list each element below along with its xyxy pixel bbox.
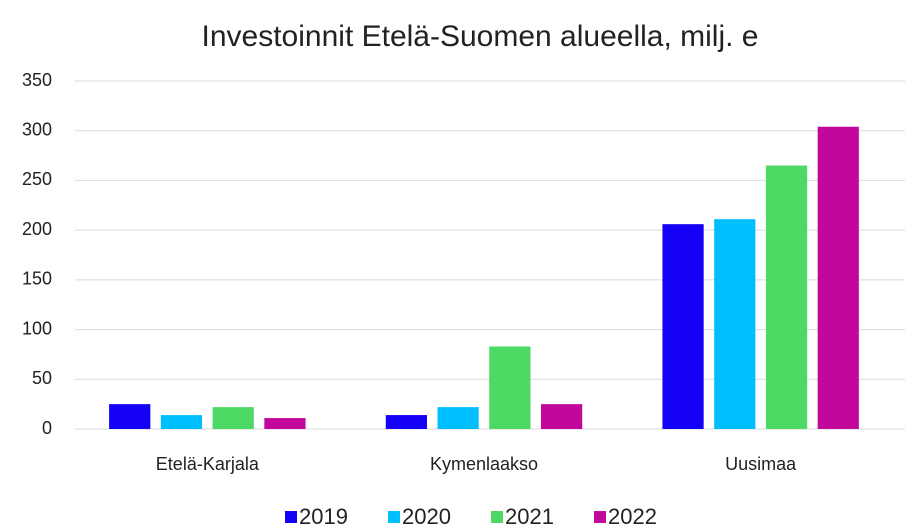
y-tick-label: 50	[32, 368, 52, 388]
legend-label: 2021	[505, 504, 554, 528]
bar	[109, 404, 151, 429]
bar	[264, 418, 306, 429]
bar	[817, 126, 859, 429]
bar	[714, 219, 756, 429]
bar	[662, 224, 704, 429]
bar	[212, 407, 254, 429]
legend-swatch	[388, 511, 400, 523]
y-tick-label: 200	[22, 219, 52, 239]
x-tick-label: Uusimaa	[725, 454, 797, 474]
bar	[765, 165, 808, 429]
y-tick-label: 100	[22, 318, 52, 338]
bar	[489, 346, 531, 429]
bar	[160, 415, 203, 429]
legend-swatch	[594, 511, 606, 523]
legend-label: 2022	[608, 504, 657, 528]
y-tick-label: 300	[22, 119, 52, 139]
legend-label: 2020	[402, 504, 451, 528]
bar	[437, 407, 479, 429]
legend-swatch	[285, 511, 297, 523]
x-tick-label: Kymenlaakso	[430, 454, 538, 474]
x-tick-label: Etelä-Karjala	[156, 454, 260, 474]
legend-swatch	[491, 511, 503, 523]
y-tick-label: 0	[42, 418, 52, 438]
chart-title: Investoinnit Etelä-Suomen alueella, milj…	[202, 20, 759, 53]
bar	[385, 415, 428, 429]
y-tick-label: 150	[22, 269, 52, 289]
bar	[540, 404, 583, 429]
legend-label: 2019	[299, 504, 348, 528]
y-tick-label: 250	[22, 169, 52, 189]
y-tick-label: 350	[22, 70, 52, 90]
